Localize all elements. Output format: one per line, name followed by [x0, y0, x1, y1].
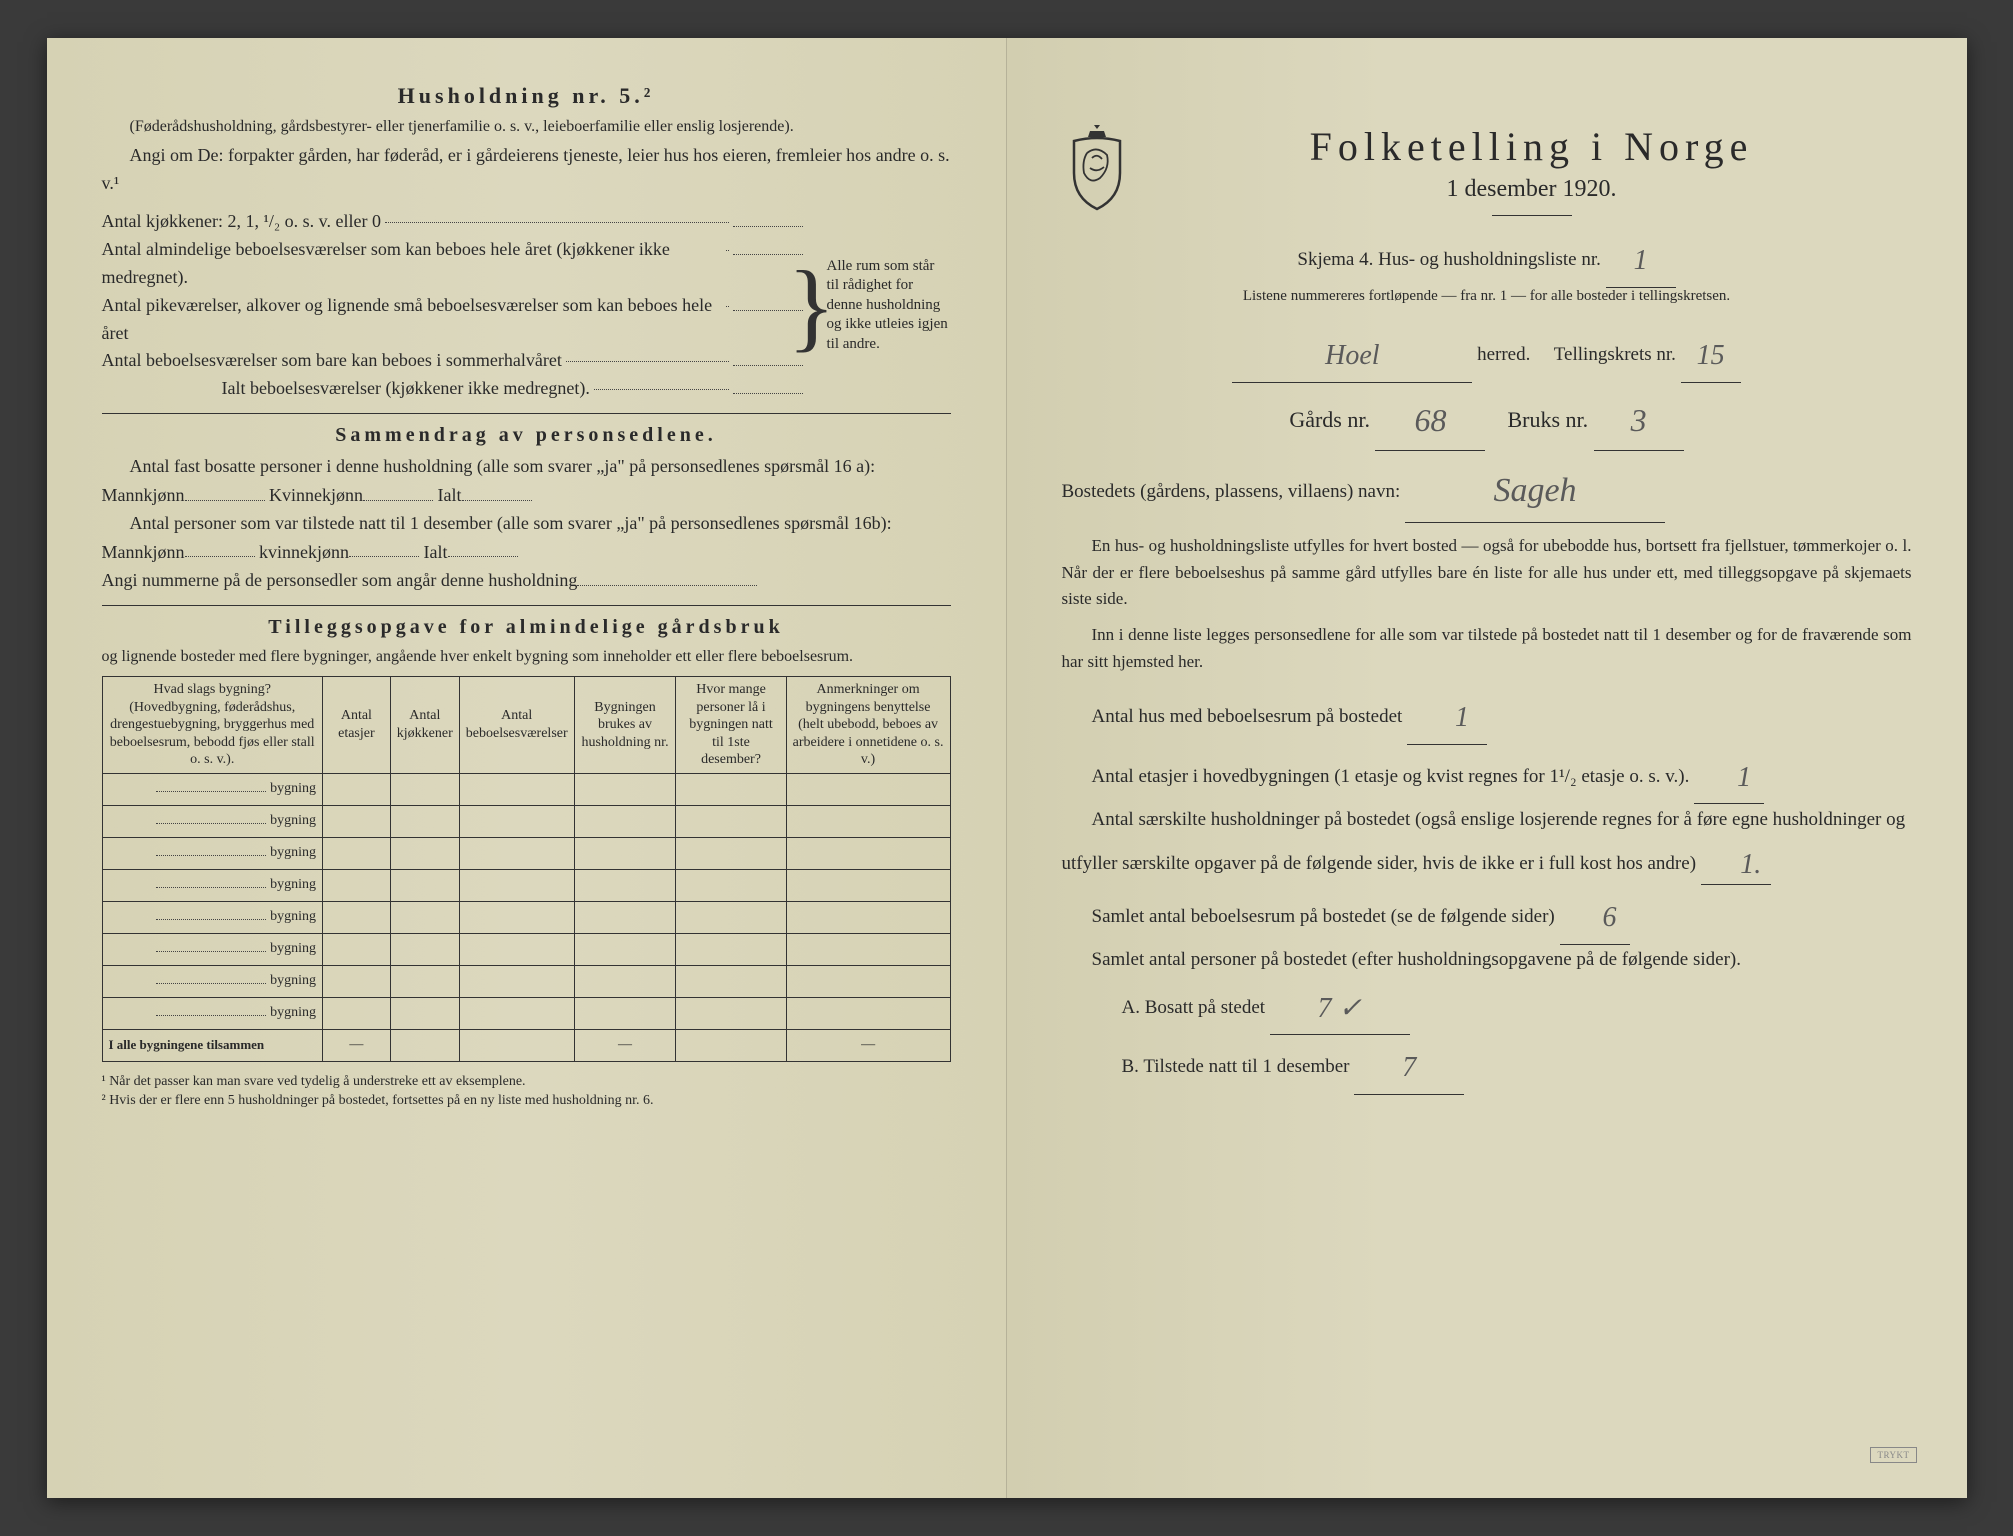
herred-val: Hoel	[1325, 340, 1379, 371]
krets-val: 15	[1697, 340, 1725, 371]
brace-text: Alle rum som står til rådighet for denne…	[821, 208, 951, 403]
th2: Antal etasjer	[322, 677, 390, 774]
left-heading: Husholdning nr. 5.²	[102, 83, 951, 109]
para1: En hus- og husholdningsliste utfylles fo…	[1062, 533, 1912, 612]
para2: Inn i denne liste legges personsedlene f…	[1062, 622, 1912, 675]
table-row: bygning	[102, 933, 950, 965]
skjema-val: 1	[1634, 245, 1648, 276]
listene: Listene nummereres fortløpende — fra nr.…	[1062, 288, 1912, 305]
krets-lbl: Tellingskrets nr.	[1554, 344, 1676, 365]
left-page: Husholdning nr. 5.² (Føderådshusholdning…	[47, 38, 1007, 1498]
qB: B. Tilstede natt til 1 desember	[1122, 1056, 1350, 1077]
s3: Angi nummerne på de personsedler som ang…	[102, 570, 578, 590]
summary-line2: Antal personer som var tilstede natt til…	[102, 510, 951, 567]
subtitle: 1 desember 1920.	[1152, 176, 1912, 203]
th6: Hvor mange personer lå i bygningen natt …	[676, 677, 786, 774]
th4: Antal beboelsesværelser	[459, 677, 574, 774]
q4: Samlet antal beboelsesrum på bostedet (s…	[1092, 906, 1555, 927]
q3-val: 1.	[1740, 849, 1761, 880]
bosted-val: Sageh	[1493, 472, 1576, 509]
table-row: bygning	[102, 965, 950, 997]
bruks-lbl: Bruks nr.	[1507, 407, 1588, 432]
printer-stamp: TRYKT	[1870, 1447, 1916, 1463]
table-row: bygning	[102, 901, 950, 933]
rooms3: Antal beboelsesværelser som bare kan beb…	[102, 347, 562, 375]
rooms1: Antal almindelige beboelsesværelser som …	[102, 236, 722, 292]
bruks-val: 3	[1631, 402, 1647, 438]
q2-val: 1	[1737, 762, 1751, 793]
table-row: bygning	[102, 837, 950, 869]
summary-line3: Angi nummerne på de personsedler som ang…	[102, 566, 951, 595]
kitchens-label: Antal kjøkkener: 2, 1, ¹/₂ o. s. v. elle…	[102, 208, 381, 236]
intro1: (Føderådshusholdning, gårdsbestyrer- ell…	[102, 115, 951, 138]
table-row: bygning	[102, 805, 950, 837]
th7: Anmerkninger om bygningens benyttelse (h…	[786, 677, 950, 774]
tillegg-sub: og lignende bosteder med flere bygninger…	[102, 645, 951, 668]
gards-val: 68	[1414, 402, 1446, 438]
qA-val: 7 ✓	[1318, 993, 1362, 1024]
gards-lbl: Gårds nr.	[1289, 407, 1370, 432]
building-table: Hvad slags bygning? (Hovedbygning, føder…	[102, 676, 951, 1062]
brace-icon: }	[803, 208, 821, 403]
tillegg-heading: Tilleggsopgave for almindelige gårdsbruk	[102, 616, 951, 639]
q1-val: 1	[1455, 702, 1469, 733]
right-page: Folketelling i Norge 1 desember 1920. Sk…	[1007, 38, 1967, 1498]
table-row: bygning	[102, 773, 950, 805]
qB-val: 7	[1402, 1052, 1416, 1083]
coat-of-arms-icon	[1062, 123, 1132, 213]
summary-line1: Antal fast bosatte personer i denne hush…	[102, 453, 951, 510]
q1: Antal hus med beboelsesrum på bostedet	[1092, 706, 1403, 727]
s1c: Ialt	[438, 485, 462, 505]
q5: Samlet antal personer på bostedet (efter…	[1092, 949, 1741, 970]
s1b: Kvinnekjønn	[269, 485, 363, 505]
th3: Antal kjøkkener	[390, 677, 459, 774]
total-row-label: I alle bygningene tilsammen	[102, 1029, 322, 1061]
table-row: bygning	[102, 997, 950, 1029]
s2b: kvinnekjønn	[259, 541, 349, 561]
th1: Hvad slags bygning? (Hovedbygning, føder…	[102, 677, 322, 774]
s2c: Ialt	[424, 541, 448, 561]
herred-lbl: herred.	[1477, 344, 1530, 365]
rooms2: Antal pikeværelser, alkover og lignende …	[102, 292, 722, 348]
bosted-lbl: Bostedets (gårdens, plassens, villaens) …	[1062, 481, 1401, 502]
th5: Bygningen brukes av husholdning nr.	[574, 677, 676, 774]
summary-heading: Sammendrag av personsedlene.	[102, 424, 951, 447]
footnote1: ¹ Når det passer kan man svare ved tydel…	[102, 1072, 951, 1092]
intro2: Angi om De: forpakter gården, har føderå…	[102, 142, 951, 198]
rooms-total: Ialt beboelsesværelser (kjøkkener ikke m…	[222, 375, 590, 403]
q3: Antal særskilte husholdninger på bostede…	[1062, 809, 1906, 873]
skjema-label: Skjema 4. Hus- og husholdningsliste nr.	[1297, 249, 1600, 270]
qA: A. Bosatt på stedet	[1122, 997, 1266, 1018]
table-row: bygning	[102, 869, 950, 901]
q2: Antal etasjer i hovedbygningen (1 etasje…	[1092, 766, 1690, 787]
main-title: Folketelling i Norge	[1152, 123, 1912, 170]
q4-val: 6	[1603, 902, 1617, 933]
document-spread: Husholdning nr. 5.² (Føderådshusholdning…	[47, 38, 1967, 1498]
footnote2: ² Hvis der er flere enn 5 husholdninger …	[102, 1091, 951, 1111]
